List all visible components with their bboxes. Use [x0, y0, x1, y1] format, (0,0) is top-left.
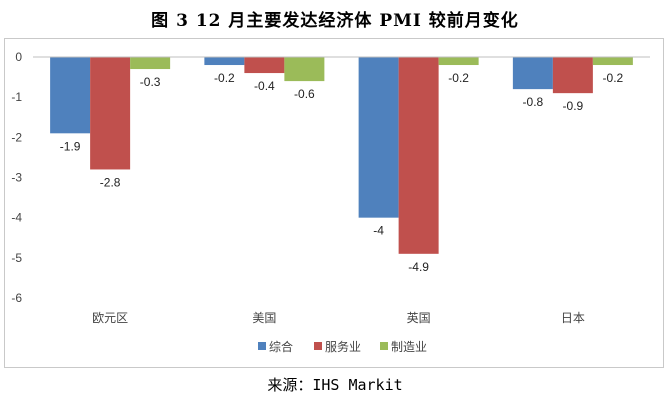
legend-label: 综合: [269, 339, 293, 354]
bar: [204, 57, 245, 66]
legend-swatch: [380, 342, 388, 350]
bar: [284, 57, 325, 82]
bar: [358, 57, 399, 218]
chart-frame: [4, 38, 664, 368]
y-tick-label: -2: [11, 130, 22, 144]
category-label: 美国: [252, 311, 276, 325]
source-label: 来源：: [267, 376, 313, 394]
legend-label: 服务业: [325, 339, 361, 354]
data-label: -4.9: [408, 260, 429, 274]
data-label: -0.3: [140, 75, 161, 89]
data-label: -0.9: [563, 99, 584, 113]
bar: [398, 57, 439, 254]
bar: [552, 57, 593, 94]
category-label: 欧元区: [92, 311, 128, 325]
source-value: IHS Markit: [312, 376, 403, 394]
legend-label: 制造业: [391, 340, 427, 354]
y-tick-label: 0: [15, 50, 22, 64]
y-tick-label: -5: [11, 251, 22, 265]
bar: [438, 57, 479, 66]
y-tick-label: -1: [11, 90, 22, 104]
source-note: 来源：IHS Markit: [0, 374, 670, 395]
bar: [130, 57, 171, 70]
data-label: -0.2: [448, 71, 469, 85]
chart-title: 图 3 12 月主要发达经济体 PMI 较前月变化: [151, 11, 519, 31]
legend-swatch: [258, 342, 266, 350]
data-label: -0.8: [523, 95, 544, 109]
category-label: 日本: [561, 311, 585, 325]
bar: [512, 57, 553, 90]
bar: [592, 57, 633, 66]
y-tick-label: -6: [11, 291, 22, 305]
data-label: -2.8: [100, 175, 121, 189]
data-label: -4: [373, 224, 384, 238]
bar: [244, 57, 285, 74]
bar: [90, 57, 131, 170]
data-label: -0.6: [294, 87, 315, 101]
data-label: -0.2: [214, 71, 235, 85]
y-tick-label: -3: [11, 171, 22, 185]
data-label: -0.2: [603, 71, 624, 85]
data-label: -0.4: [254, 79, 275, 93]
legend-swatch: [314, 342, 322, 350]
bar: [50, 57, 91, 134]
data-label: -1.9: [60, 139, 81, 153]
category-label: 英国: [407, 311, 431, 325]
y-tick-label: -4: [11, 211, 22, 225]
